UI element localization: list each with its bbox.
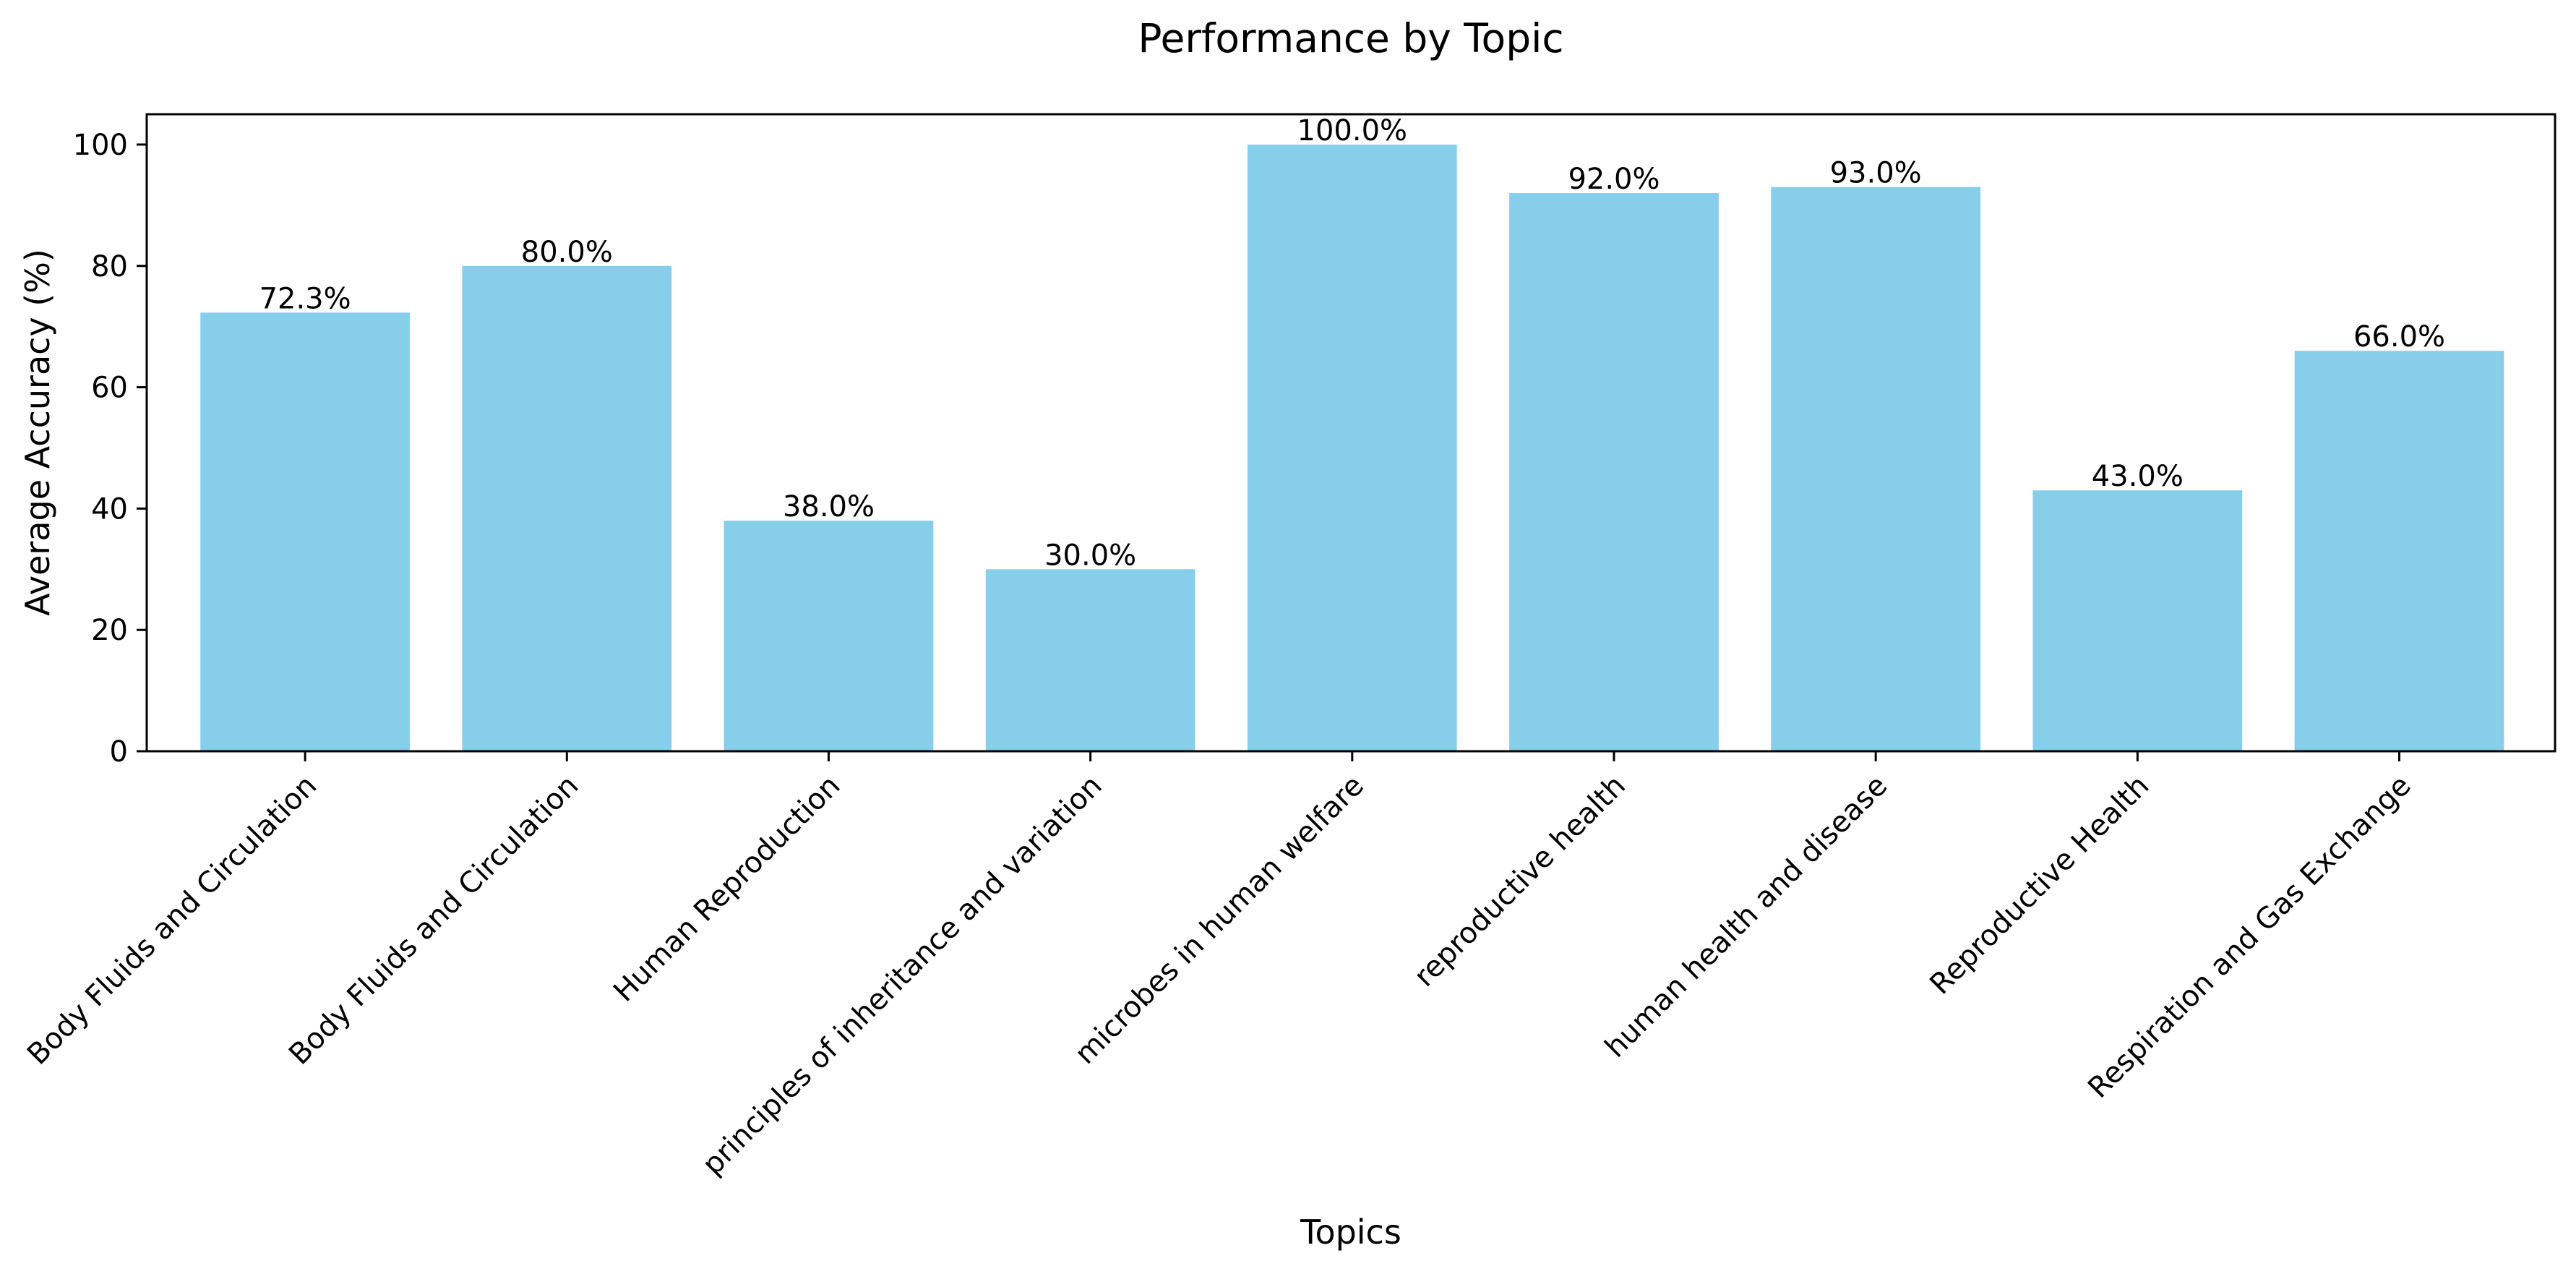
bar [200, 312, 410, 752]
bar [2032, 490, 2243, 751]
y-tick-label: 0 [110, 735, 128, 769]
bar-value-label: 38.0% [783, 490, 875, 523]
bar [1509, 193, 1719, 752]
bar [1771, 187, 1981, 752]
data-labels-layer: 72.3% 80.0% 38.0% 30.0% 100.0% 92.0% 93.0% 43.0… [259, 114, 2445, 572]
y-tick-label: 80 [91, 250, 128, 283]
chart-title: Performance by Topic [1138, 15, 1563, 61]
bar [724, 521, 934, 751]
bar [462, 265, 672, 751]
y-tick-label: 40 [91, 492, 128, 526]
bar [985, 569, 1195, 751]
bar-value-label: 30.0% [1044, 539, 1136, 572]
bar-value-label: 72.3% [259, 282, 351, 315]
bar-value-label: 93.0% [1830, 157, 1922, 190]
y-axis-ticks: 0 20 40 60 80 100 [73, 129, 147, 769]
x-axis-label: Topics [1300, 1213, 1401, 1252]
bar-value-label: 92.0% [1568, 163, 1660, 196]
bars-layer [200, 144, 2504, 752]
y-tick-label: 60 [91, 372, 128, 405]
y-tick-label: 100 [73, 129, 128, 162]
bar-value-label: 43.0% [2092, 460, 2184, 493]
bar [1247, 144, 1457, 751]
bar [2294, 351, 2504, 751]
bar-value-label: 80.0% [521, 236, 613, 269]
y-axis-label: Average Accuracy (%) [18, 249, 57, 616]
y-tick-label: 20 [91, 614, 128, 647]
plot-frame [145, 113, 2556, 753]
bar-value-label: 66.0% [2353, 320, 2445, 354]
bar-value-label: 100.0% [1297, 114, 1408, 148]
